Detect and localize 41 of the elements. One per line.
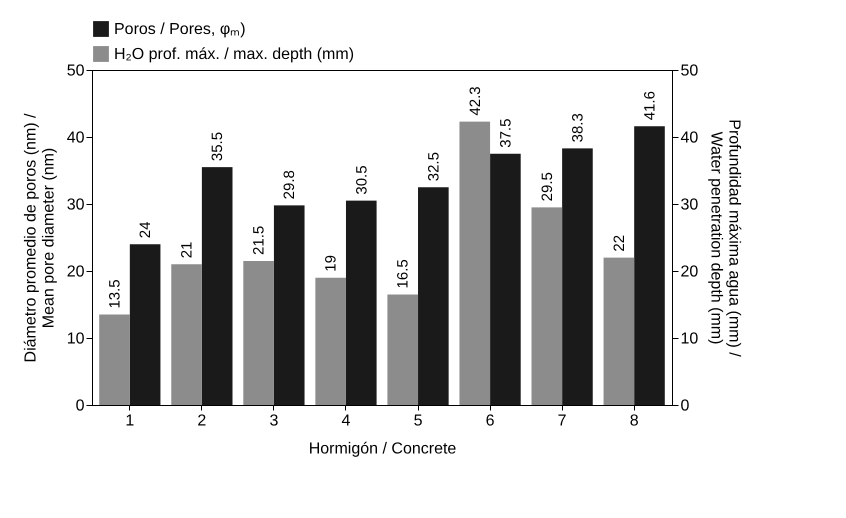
data-label: 38.3 [569, 113, 586, 142]
y2-tick-label: 50 [680, 62, 698, 80]
x-tick-label: 5 [414, 412, 423, 430]
x-tick-label: 6 [486, 412, 495, 430]
y2-axis-title: Profundidad máxima agua (mm) / Water penetration depth (mm) [707, 119, 742, 358]
x-tick-label: 8 [630, 412, 639, 430]
y2-tick-label: 0 [680, 398, 690, 414]
data-label: 41.6 [641, 91, 658, 120]
data-label: 29.8 [281, 170, 298, 200]
data-label: 30.5 [353, 165, 370, 195]
y-tick-label: 40 [66, 130, 85, 146]
y-tick-label: 20 [66, 264, 85, 280]
x-tick-label: 1 [125, 412, 134, 430]
data-label: 29.5 [538, 172, 556, 202]
y-axis-title: Diámetro promedio de poros (nm) / Mean pore diameter (nm) [22, 112, 58, 362]
y2-tick-label: 10 [680, 330, 698, 348]
data-label: 19 [322, 255, 340, 272]
x-tick-label: 4 [342, 412, 351, 430]
data-label: 37.5 [497, 118, 514, 148]
data-label: 42.3 [466, 86, 484, 116]
y-tick-label: 50 [66, 62, 85, 80]
y-tick-label: 30 [66, 196, 85, 214]
y2-tick-label: 40 [680, 130, 698, 146]
data-label: 21.5 [250, 226, 268, 255]
y-tick-label: 10 [66, 330, 85, 348]
data-label: 21 [178, 242, 196, 258]
y2-tick-label: 20 [680, 264, 698, 280]
data-label: 24 [137, 222, 154, 238]
legend-label: Poros / Pores, φₘ) [114, 21, 246, 38]
data-label: 16.5 [394, 259, 412, 288]
x-axis-title: Hormigón / Concrete [308, 440, 456, 458]
legend-label: H₂O prof. máx. / max. depth (mm) [114, 46, 354, 63]
x-tick-label: 3 [269, 412, 278, 430]
x-tick-label: 7 [558, 412, 567, 430]
y-tick-label: 0 [76, 398, 85, 414]
data-label: 22 [610, 234, 628, 252]
data-label: 32.5 [425, 152, 442, 182]
data-label: 13.5 [106, 279, 124, 309]
data-label: 35.5 [209, 132, 226, 162]
y2-tick-label: 30 [680, 196, 698, 214]
x-tick-label: 2 [197, 412, 206, 430]
